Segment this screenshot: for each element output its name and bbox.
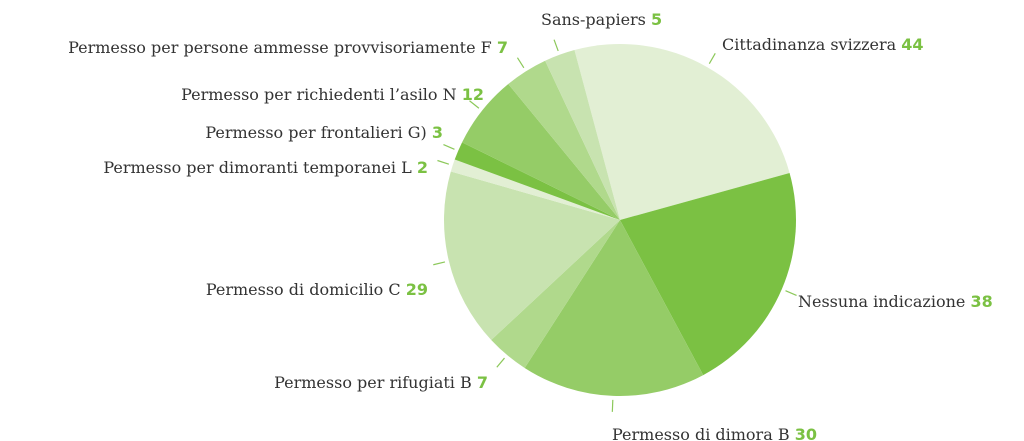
slice-label: Permesso per frontalieri G) 3 [205,123,443,142]
slice-label: Sans-papiers 5 [541,10,662,29]
value-label: 7 [497,38,508,57]
leader-line [469,100,480,109]
slice-label: Cittadinanza svizzera 44 [722,35,924,54]
slice-label: Permesso di domicilio C 29 [206,280,428,299]
category-label: Permesso per richiedenti l’asilo N [181,85,457,104]
pie-slice [508,60,620,221]
leader-line [437,159,450,165]
category-label: Sans-papiers [541,10,646,29]
category-label: Permesso per rifugiati B [274,373,472,392]
leader-line [433,261,446,266]
slice-label: Permesso per persone ammesse provvisoria… [68,38,508,57]
pie-slice [524,220,704,397]
pie-slice [491,220,620,368]
leader-line [443,144,455,150]
leader-line [785,290,797,296]
value-label: 5 [651,10,662,29]
category-label: Permesso per dimoranti temporanei L [103,158,412,177]
slice-label: Permesso per richiedenti l’asilo N 12 [181,85,484,104]
slice-label: Nessuna indicazione 38 [798,292,993,311]
value-label: 2 [417,158,428,177]
leader-line [708,53,716,65]
pie-slice [545,49,620,220]
pie-slice [574,44,790,221]
value-label: 7 [477,373,488,392]
value-label: 3 [432,123,443,142]
pie-slice [450,159,620,220]
value-label: 30 [795,425,817,441]
category-label: Cittadinanza svizzera [722,35,897,54]
leader-line [516,57,525,69]
pie-slice [454,142,620,220]
category-label: Permesso di domicilio C [206,280,401,299]
category-label: Nessuna indicazione [798,292,965,311]
category-label: Permesso per frontalieri G) [205,123,426,142]
pie-slice [444,171,620,340]
slice-label: Permesso di dimora B 30 [612,425,817,441]
value-label: 12 [462,85,484,104]
value-label: 29 [406,280,428,299]
leader-line [553,39,559,52]
category-label: Permesso per persone ammesse provvisoria… [68,38,492,57]
value-label: 38 [970,292,992,311]
pie-slice [620,172,796,376]
leader-line [496,357,505,368]
pie-slice [462,84,620,220]
value-label: 44 [901,35,923,54]
slice-label: Permesso per rifugiati B 7 [274,373,488,392]
slice-label: Permesso per dimoranti temporanei L 2 [103,158,428,177]
category-label: Permesso di dimora B [612,425,790,441]
